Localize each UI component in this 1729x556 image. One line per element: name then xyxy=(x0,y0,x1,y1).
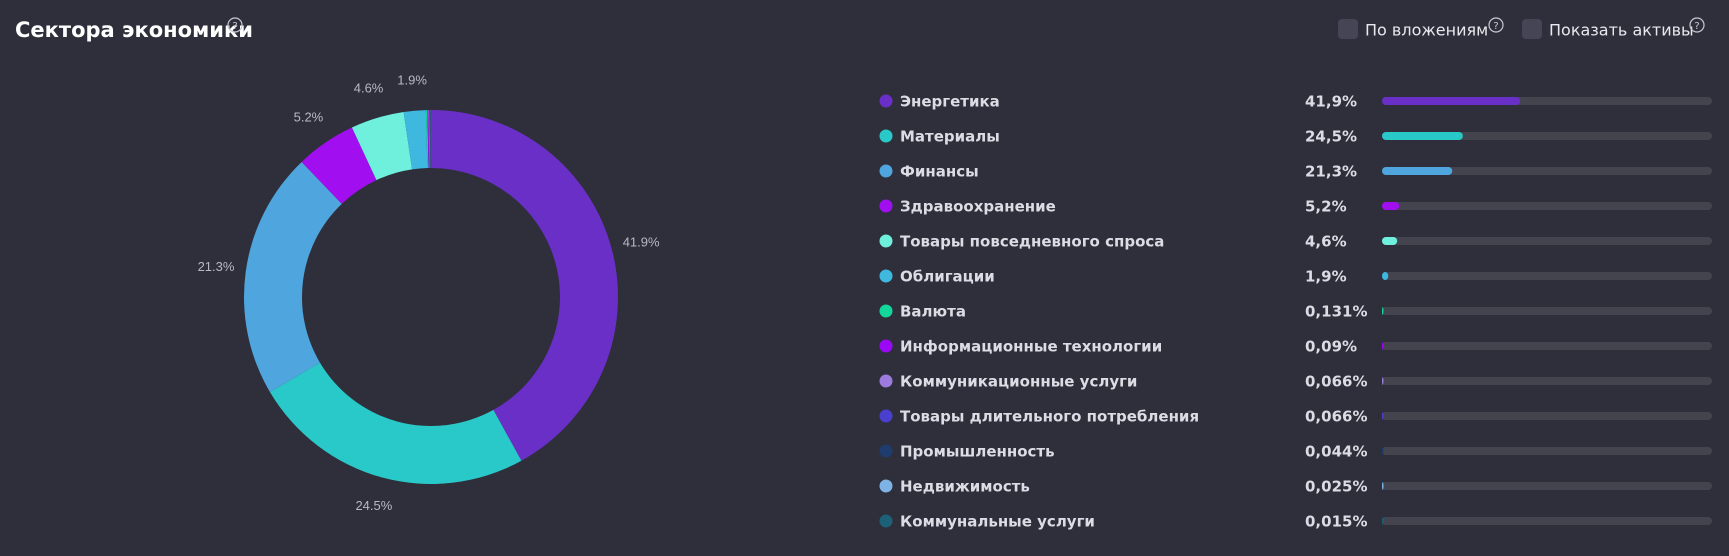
option-label[interactable]: По вложениям xyxy=(1365,21,1488,40)
bar-track xyxy=(1382,412,1712,420)
svg-text:?: ? xyxy=(1694,21,1699,32)
checkbox[interactable] xyxy=(1522,19,1542,39)
legend-label: Недвижимость xyxy=(900,478,1030,496)
bar xyxy=(1382,237,1398,245)
legend-dot xyxy=(879,409,893,423)
bar xyxy=(1382,447,1384,455)
svg-text:?: ? xyxy=(232,21,237,32)
bar xyxy=(1382,412,1384,420)
donut-slice xyxy=(301,127,377,204)
slice-label: 21.3% xyxy=(198,259,235,274)
legend-value: 24,5% xyxy=(1305,128,1357,146)
bar xyxy=(1382,167,1453,175)
legend-dot xyxy=(879,304,893,318)
bar xyxy=(1382,97,1521,105)
bar-track xyxy=(1382,447,1712,455)
legend-label: Валюта xyxy=(900,303,966,321)
bar-track xyxy=(1382,517,1712,525)
bar-track xyxy=(1382,237,1712,245)
slice-label: 4.6% xyxy=(354,81,384,96)
legend-dot xyxy=(879,444,893,458)
donut-slice xyxy=(425,110,429,169)
bar-track xyxy=(1382,482,1712,490)
legend-dot xyxy=(879,94,893,108)
bar xyxy=(1382,517,1384,525)
bar-track xyxy=(1382,202,1712,210)
legend-value: 1,9% xyxy=(1305,268,1347,286)
legend-label: Энергетика xyxy=(900,93,1000,111)
legend-dot xyxy=(879,339,893,353)
donut-slice xyxy=(430,110,431,169)
bar-track xyxy=(1382,377,1712,385)
legend-dot xyxy=(879,514,893,528)
slice-label: 24.5% xyxy=(355,498,392,513)
bar-track xyxy=(1382,342,1712,350)
legend-dot xyxy=(879,199,893,213)
legend-label: Здравоохранение xyxy=(900,198,1056,216)
legend-label: Финансы xyxy=(900,163,979,181)
legend-label: Коммунальные услуги xyxy=(900,513,1095,531)
bar xyxy=(1382,307,1384,315)
legend-value: 0,044% xyxy=(1305,443,1367,461)
legend-label: Товары повседневного спроса xyxy=(900,233,1164,251)
legend-label: Информационные технологии xyxy=(900,338,1162,356)
legend-dot xyxy=(879,164,893,178)
help-icon[interactable]: ? xyxy=(1689,17,1705,33)
bar xyxy=(1382,202,1400,210)
donut-slice xyxy=(269,362,522,484)
bar xyxy=(1382,132,1463,140)
donut-slice xyxy=(427,110,430,169)
legend-label: Коммуникационные услуги xyxy=(900,373,1137,391)
help-icon[interactable]: ? xyxy=(227,17,243,33)
bar xyxy=(1382,342,1384,350)
bar-track xyxy=(1382,307,1712,315)
svg-text:?: ? xyxy=(1493,21,1498,32)
bar-track xyxy=(1382,132,1712,140)
legend-value: 0,015% xyxy=(1305,513,1367,531)
legend-value: 41,9% xyxy=(1305,93,1357,111)
donut-slice xyxy=(428,110,430,169)
legend-dot xyxy=(879,374,893,388)
slice-label: 1.9% xyxy=(397,72,427,87)
option-label[interactable]: Показать активы xyxy=(1549,21,1694,40)
legend-label: Промышленность xyxy=(900,443,1055,461)
legend-value: 0,09% xyxy=(1305,338,1357,356)
donut-slice xyxy=(429,110,431,169)
chart-title: Сектора экономики xyxy=(15,18,253,42)
legend-value: 0,066% xyxy=(1305,408,1367,426)
legend-value: 0,066% xyxy=(1305,373,1367,391)
bar-track xyxy=(1382,272,1712,280)
slice-label: 5.2% xyxy=(294,109,324,124)
legend-dot xyxy=(879,234,893,248)
legend-label: Материалы xyxy=(900,128,1000,146)
donut-slice xyxy=(403,110,428,170)
bar xyxy=(1382,377,1384,385)
donut-slice xyxy=(351,112,413,181)
legend-value: 0,131% xyxy=(1305,303,1367,321)
bar-track xyxy=(1382,167,1712,175)
legend-label: Товары длительного потребления xyxy=(900,408,1199,426)
donut-slice xyxy=(244,161,342,393)
donut-slice xyxy=(431,110,618,461)
checkbox[interactable] xyxy=(1338,19,1358,39)
bar xyxy=(1382,272,1389,280)
help-icon[interactable]: ? xyxy=(1488,17,1504,33)
legend-value: 5,2% xyxy=(1305,198,1347,216)
bar xyxy=(1382,482,1384,490)
legend-label: Облигации xyxy=(900,268,995,286)
legend-dot xyxy=(879,129,893,143)
legend-dot xyxy=(879,479,893,493)
legend-value: 4,6% xyxy=(1305,233,1347,251)
legend-value: 0,025% xyxy=(1305,478,1367,496)
legend-dot xyxy=(879,269,893,283)
legend-value: 21,3% xyxy=(1305,163,1357,181)
slice-label: 41.9% xyxy=(623,234,660,249)
